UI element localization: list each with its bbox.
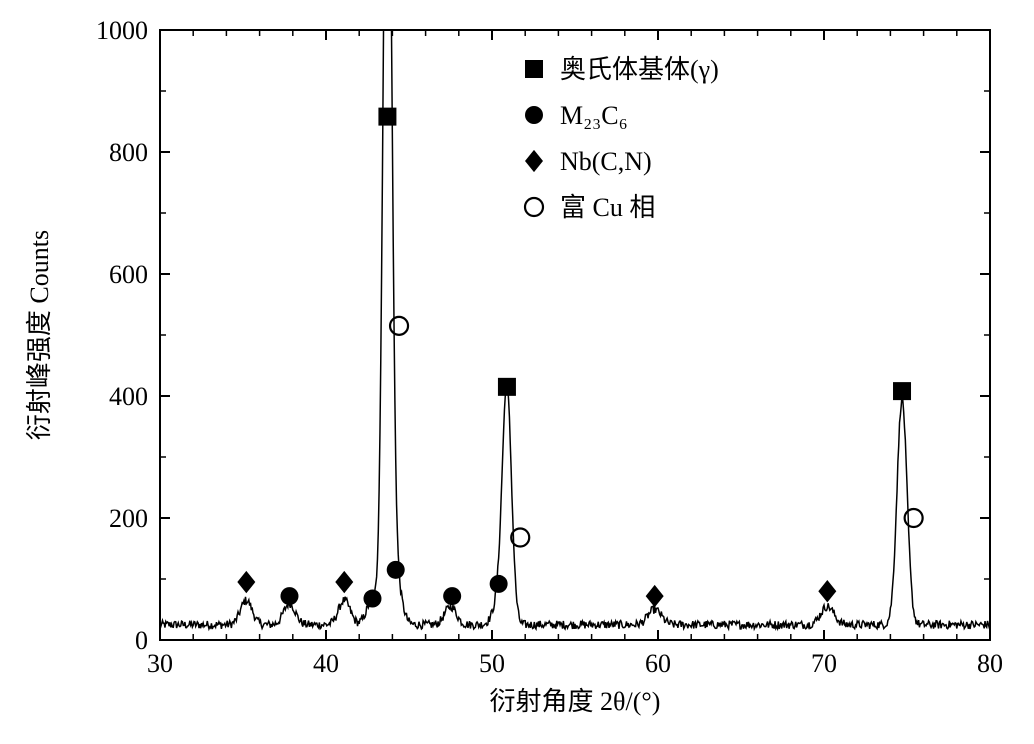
marker-square-icon	[378, 108, 396, 126]
marker-open-circle-icon	[525, 198, 543, 216]
marker-square-icon	[893, 382, 911, 400]
marker-diamond-icon	[646, 585, 664, 607]
x-tick-label: 30	[147, 649, 173, 678]
marker-circle-icon	[443, 587, 461, 605]
legend-label: 奥氏体基体(γ)	[560, 55, 719, 84]
marker-square-icon	[498, 378, 516, 396]
y-tick-label: 1000	[96, 16, 148, 45]
marker-open-circle-icon	[905, 509, 923, 527]
marker-diamond-icon	[525, 150, 543, 172]
legend-label: M₂₃C₆	[560, 101, 628, 130]
marker-circle-icon	[387, 561, 405, 579]
y-tick-label: 0	[135, 626, 148, 655]
marker-circle-icon	[490, 575, 508, 593]
marker-square-icon	[525, 60, 543, 78]
marker-diamond-icon	[237, 571, 255, 593]
y-tick-label: 400	[109, 382, 148, 411]
y-tick-label: 200	[109, 504, 148, 533]
marker-diamond-icon	[335, 571, 353, 593]
x-tick-label: 70	[811, 649, 837, 678]
x-tick-label: 60	[645, 649, 671, 678]
xrd-chart: 30405060708002004006008001000衍射角度 2θ/(°)…	[0, 0, 1034, 744]
y-tick-label: 800	[109, 138, 148, 167]
x-tick-label: 40	[313, 649, 339, 678]
x-tick-label: 80	[977, 649, 1003, 678]
x-axis-label: 衍射角度 2θ/(°)	[490, 687, 661, 716]
legend-label: Nb(C,N)	[560, 147, 652, 176]
x-tick-label: 50	[479, 649, 505, 678]
y-tick-label: 600	[109, 260, 148, 289]
y-axis-label: 衍射峰强度 Counts	[25, 230, 54, 440]
marker-circle-icon	[280, 587, 298, 605]
legend-label: 富 Cu 相	[560, 193, 655, 222]
xrd-trace	[160, 0, 990, 629]
marker-circle-icon	[525, 106, 543, 124]
marker-circle-icon	[363, 590, 381, 608]
legend: 奥氏体基体(γ) M₂₃C₆ Nb(C,N) 富 Cu 相	[525, 55, 719, 222]
marker-open-circle-icon	[390, 317, 408, 335]
marker-diamond-icon	[818, 580, 836, 602]
svg-text:衍射峰强度 Counts: 衍射峰强度 Counts	[25, 230, 54, 440]
